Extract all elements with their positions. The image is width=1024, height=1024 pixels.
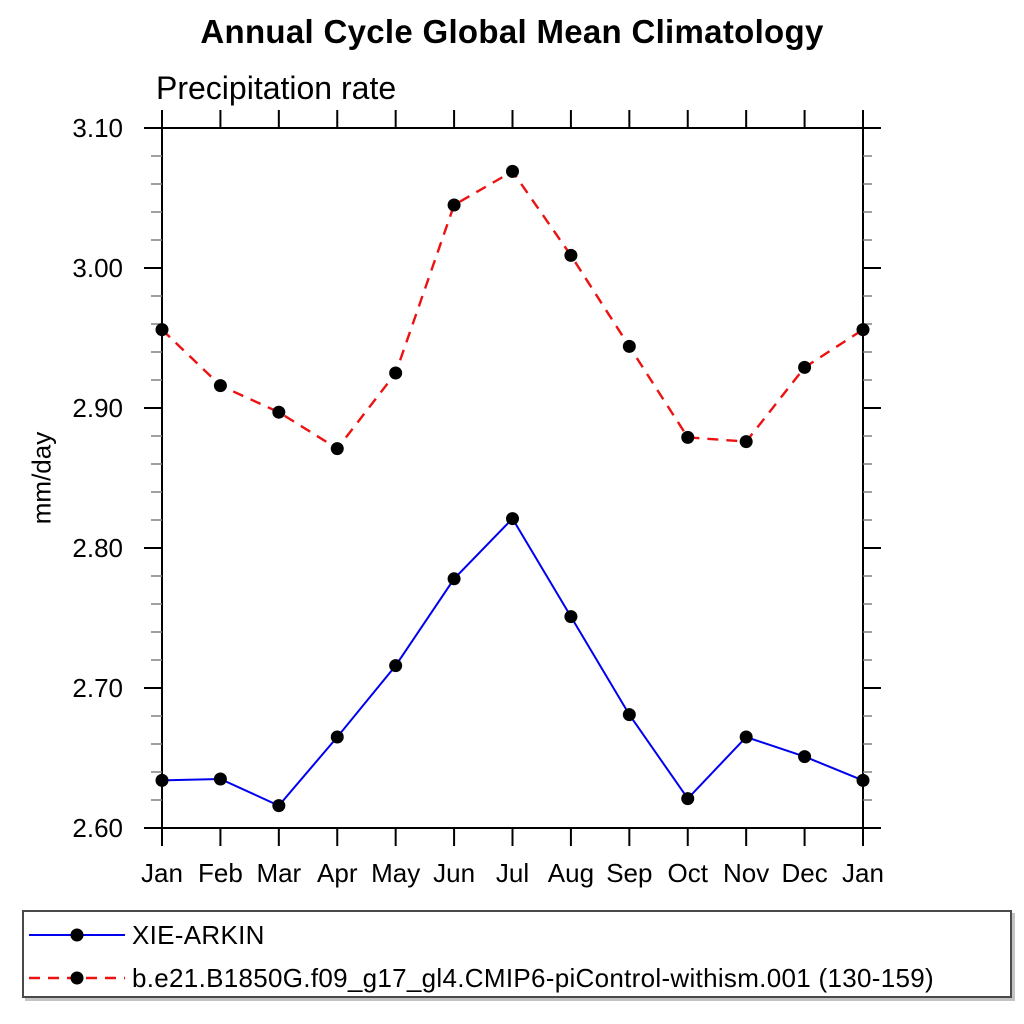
- data-point: [856, 323, 870, 337]
- data-point: [447, 198, 461, 212]
- data-point: [506, 512, 519, 526]
- data-point: [272, 799, 286, 813]
- x-tick-label: Feb: [198, 858, 243, 888]
- data-point: [856, 773, 870, 787]
- chart-subtitle: Precipitation rate: [156, 70, 397, 106]
- x-tick-label: Dec: [781, 858, 827, 888]
- x-tick-label: Mar: [256, 858, 301, 888]
- data-point: [506, 164, 519, 178]
- data-point: [213, 379, 227, 393]
- data-point: [564, 248, 578, 262]
- data-point: [739, 730, 753, 744]
- x-tick-label: Sep: [606, 858, 652, 888]
- x-tick-label: Oct: [668, 858, 709, 888]
- x-tick-label: Jan: [842, 858, 884, 888]
- legend-sample-marker: [70, 928, 84, 942]
- data-point: [330, 730, 344, 744]
- legend-line-sample-dashed: [29, 971, 125, 985]
- data-point: [447, 572, 461, 586]
- data-point: [330, 442, 344, 456]
- x-tick-label: Jan: [141, 858, 183, 888]
- data-point: [155, 773, 169, 787]
- data-point: [739, 435, 753, 449]
- data-point: [389, 659, 403, 673]
- x-tick-label: Jun: [433, 858, 475, 888]
- data-point: [798, 750, 812, 764]
- plot-frame: [161, 127, 864, 829]
- legend-sample-marker: [70, 971, 84, 985]
- legend-item-xie-arkin: XIE-ARKIN: [26, 917, 265, 953]
- x-tick-label: May: [371, 858, 420, 888]
- legend-item-model-run: b.e21.B1850G.f09_g17_gl4.CMIP6-piControl…: [26, 960, 934, 996]
- legend-label: b.e21.B1850G.f09_g17_gl4.CMIP6-piControl…: [132, 962, 934, 993]
- x-tick-label: Aug: [548, 858, 594, 888]
- y-tick-label: 2.80: [72, 533, 123, 563]
- data-point: [213, 772, 227, 786]
- data-point: [681, 792, 695, 806]
- data-point: [389, 366, 403, 380]
- data-point: [681, 430, 695, 444]
- chart-title: Annual Cycle Global Mean Climatology: [200, 13, 824, 50]
- series-line-1: [161, 169, 864, 451]
- data-point: [622, 339, 636, 353]
- y-tick-label: 3.10: [72, 113, 123, 143]
- data-point: [564, 610, 578, 624]
- x-tick-label: Nov: [723, 858, 769, 888]
- legend-label: XIE-ARKIN: [132, 919, 265, 950]
- data-point: [155, 323, 169, 337]
- series-line-0: [161, 516, 864, 807]
- data-point: [272, 405, 286, 419]
- data-point: [622, 708, 636, 722]
- legend-line-sample-solid: [29, 928, 125, 942]
- y-tick-label: 2.70: [72, 673, 123, 703]
- data-point: [798, 360, 812, 374]
- x-tick-label: Apr: [317, 858, 358, 888]
- y-tick-label: 2.90: [72, 393, 123, 423]
- y-tick-label: 3.00: [72, 253, 123, 283]
- x-tick-label: Jul: [496, 858, 529, 888]
- legend-box: XIE-ARKIN b.e21.B1850G.f09_g17_gl4.CMIP6…: [22, 910, 1012, 998]
- y-tick-label: 2.60: [72, 813, 123, 843]
